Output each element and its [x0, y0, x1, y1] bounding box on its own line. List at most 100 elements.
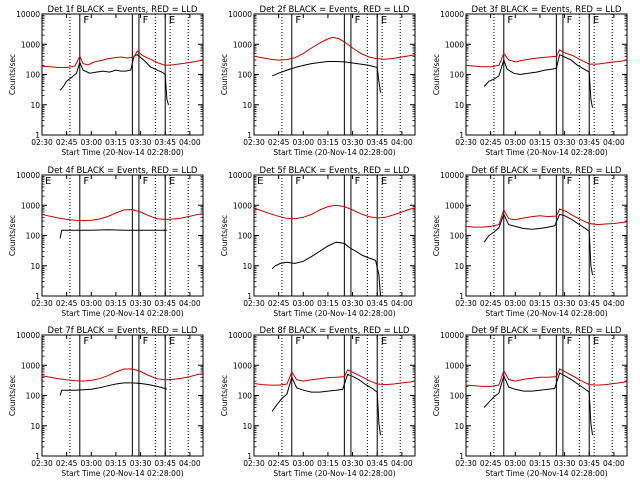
y-tick-label: 10000	[440, 331, 464, 340]
x-tick-label: 03:45	[154, 459, 176, 468]
region-label: E	[381, 176, 387, 187]
y-axis-label: Counts/sec	[8, 375, 17, 416]
x-axis-label: Start Time (20-Nov-14 02:28:00)	[273, 309, 395, 318]
y-tick-label: 10000	[228, 171, 252, 180]
x-tick-label: 03:45	[366, 299, 388, 308]
x-tick-label: 04:00	[391, 459, 413, 468]
x-tick-label: 04:00	[179, 138, 201, 147]
y-tick-label: 100	[450, 71, 465, 80]
x-tick-label: 03:30	[554, 138, 576, 147]
y-tick-label: 1000	[21, 201, 40, 210]
x-tick-label: 02:45	[480, 299, 502, 308]
panel-title: Det 2f BLACK = Events, RED = LLD	[260, 5, 410, 15]
y-tick-label: 10	[30, 101, 40, 110]
detector-panel-8f: Det 8f BLACK = Events, RED = LLD 02:30 02:…	[220, 326, 416, 478]
y-tick-label: 100	[238, 392, 253, 401]
detector-panel-4f: Det 4f BLACK = Events, RED = LLD 02:30 02:…	[8, 166, 204, 318]
x-axis-label: Start Time (20-Nov-14 02:28:00)	[485, 148, 607, 157]
y-tick-label: 10	[30, 422, 40, 431]
y-tick-label: 100	[450, 392, 465, 401]
x-tick-label: 03:15	[105, 459, 127, 468]
y-tick-label: 10	[242, 422, 252, 431]
x-tick-label: 03:15	[317, 299, 339, 308]
plot-frame	[41, 334, 204, 457]
region-label: E	[381, 336, 387, 347]
x-tick-label: 02:30	[243, 299, 265, 308]
x-tick-label: 03:45	[154, 138, 176, 147]
panel-title: Det 6f BLACK = Events, RED = LLD	[472, 166, 622, 176]
region-label: F	[295, 176, 301, 187]
y-axis-label: Counts/sec	[220, 54, 229, 95]
x-tick-label: 03:15	[105, 299, 127, 308]
x-tick-label: 02:30	[31, 299, 53, 308]
x-tick-label: 03:15	[105, 138, 127, 147]
region-label: F	[507, 15, 513, 26]
lld-series-line	[465, 208, 628, 228]
events-series-line	[271, 241, 381, 297]
x-tick-label: 03:00	[80, 299, 102, 308]
x-tick-label: 03:30	[554, 459, 576, 468]
x-tick-label: 02:30	[31, 138, 53, 147]
region-label: F	[83, 15, 89, 26]
region-label: E	[169, 15, 175, 26]
x-tick-label: 04:00	[603, 299, 625, 308]
panel-title: Det 5f BLACK = Events, RED = LLD	[260, 166, 410, 176]
y-tick-label: 1	[247, 452, 252, 461]
region-label: E	[45, 176, 51, 187]
x-tick-label: 02:30	[455, 299, 477, 308]
region-label: F	[143, 336, 149, 347]
lld-series-line	[253, 204, 416, 220]
events-series-line	[271, 61, 381, 93]
y-tick-label: 1000	[21, 361, 40, 370]
region-label: F	[507, 176, 513, 187]
x-axis-label: Start Time (20-Nov-14 02:28:00)	[273, 469, 395, 478]
x-tick-label: 03:00	[504, 299, 526, 308]
lld-series-line	[41, 50, 204, 68]
x-tick-label: 03:45	[366, 459, 388, 468]
x-tick-label: 03:30	[342, 138, 364, 147]
x-tick-label: 03:00	[80, 138, 102, 147]
y-tick-label: 1	[247, 131, 252, 140]
x-tick-label: 04:00	[179, 299, 201, 308]
events-series-line	[59, 54, 169, 105]
y-tick-label: 1	[35, 292, 40, 301]
y-tick-label: 1	[35, 452, 40, 461]
y-tick-label: 100	[238, 71, 253, 80]
region-label: E	[257, 176, 263, 187]
x-tick-label: 03:45	[578, 138, 600, 147]
x-tick-label: 02:45	[268, 299, 290, 308]
y-axis-label: Counts/sec	[220, 375, 229, 416]
events-series-line	[483, 53, 593, 108]
region-label: F	[143, 176, 149, 187]
y-axis-label: Counts/sec	[432, 54, 441, 95]
y-tick-label: 10000	[228, 331, 252, 340]
x-tick-label: 03:45	[578, 299, 600, 308]
events-series-line	[59, 229, 167, 239]
x-tick-label: 03:00	[292, 459, 314, 468]
x-tick-label: 02:30	[31, 459, 53, 468]
detector-panel-7f: Det 7f BLACK = Events, RED = LLD 02:30 02:…	[8, 326, 204, 478]
plot-frame	[253, 334, 416, 457]
plot-frame	[253, 13, 416, 136]
x-tick-label: 03:15	[317, 459, 339, 468]
detector-panel-5f: Det 5f BLACK = Events, RED = LLD 02:30 02:…	[220, 166, 416, 318]
region-label: F	[83, 336, 89, 347]
events-series-line	[59, 382, 168, 396]
panel-title: Det 4f BLACK = Events, RED = LLD	[48, 166, 198, 176]
plot-frame	[41, 174, 204, 297]
region-label: F	[83, 176, 89, 187]
region-label: E	[593, 176, 599, 187]
region-label: F	[507, 336, 513, 347]
events-series-line	[271, 373, 381, 435]
region-label: F	[143, 15, 149, 26]
x-tick-label: 03:30	[130, 138, 152, 147]
panel-title: Det 9f BLACK = Events, RED = LLD	[472, 326, 622, 336]
x-tick-label: 03:00	[504, 459, 526, 468]
x-tick-label: 03:00	[292, 138, 314, 147]
y-axis-label: Counts/sec	[432, 375, 441, 416]
x-tick-label: 03:45	[366, 138, 388, 147]
y-tick-label: 100	[26, 71, 41, 80]
region-label: F	[295, 15, 301, 26]
detector-panel-6f: Det 6f BLACK = Events, RED = LLD 02:30 02:…	[432, 166, 628, 318]
x-tick-label: 03:00	[504, 138, 526, 147]
